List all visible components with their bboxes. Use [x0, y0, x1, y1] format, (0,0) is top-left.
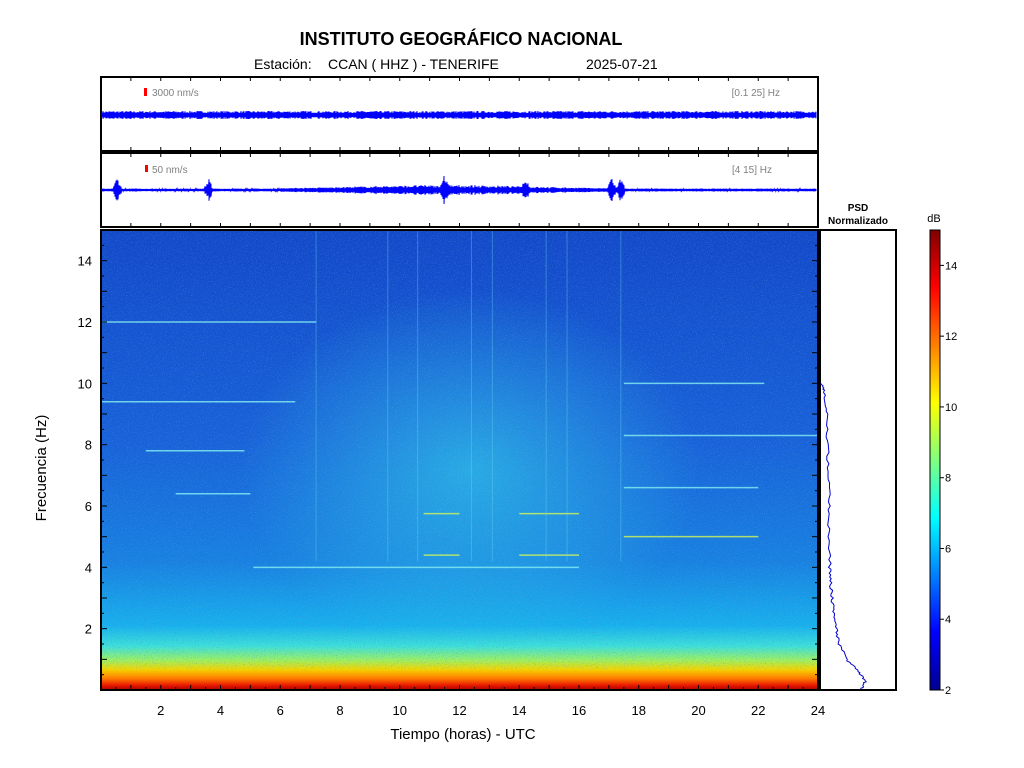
colorbar-ticks: 2 4 6 8 10 12 14 — [940, 260, 957, 697]
x-tick-label: 4 — [217, 703, 224, 718]
scale-bar-1 — [144, 88, 147, 96]
x-axis: 2 4 6 8 10 12 14 16 18 20 22 24 — [100, 77, 825, 718]
psd-title-2: Normalizado — [828, 216, 888, 227]
y-tick-label: 2 — [85, 622, 92, 637]
filter-label-2: [4 15] Hz — [732, 165, 772, 176]
scale-bar-2 — [145, 165, 148, 172]
colorbar-tick-label: 6 — [945, 543, 951, 555]
x-tick-label: 24 — [811, 703, 825, 718]
y-axis-label: Frecuencia (Hz) — [33, 415, 50, 522]
colorbar-tick-label: 8 — [945, 473, 951, 485]
psd-curve — [820, 383, 868, 689]
chart-title: INSTITUTO GEOGRÁFICO NACIONAL — [300, 28, 623, 49]
x-tick-label: 14 — [512, 703, 526, 718]
y-tick-label: 14 — [78, 254, 92, 269]
scale-label-2: 50 nm/s — [152, 165, 188, 176]
x-tick-label: 6 — [277, 703, 284, 718]
x-tick-label: 10 — [393, 703, 407, 718]
y-tick-label: 4 — [85, 560, 92, 575]
colorbar-label: dB — [927, 213, 940, 225]
x-tick-label: 2 — [157, 703, 164, 718]
x-tick-label: 12 — [452, 703, 466, 718]
filter-label-1: [0.1 25] Hz — [732, 88, 780, 99]
colorbar: dB 2 4 6 8 10 12 14 — [927, 213, 957, 697]
x-axis-label: Tiempo (horas) - UTC — [390, 726, 535, 743]
colorbar-tick-label: 2 — [945, 685, 951, 697]
y-tick-label: 12 — [78, 315, 92, 330]
x-tick-label: 22 — [751, 703, 765, 718]
scale-label-1: 3000 nm/s — [152, 88, 199, 99]
psd-title-1: PSD — [848, 203, 869, 214]
seismogram-panel-1: 3000 nm/s [0.1 25] Hz — [100, 76, 819, 152]
station-label: Estación: — [254, 56, 312, 72]
y-axis: 2 4 6 8 10 12 14 — [78, 229, 818, 676]
y-tick-label: 8 — [85, 438, 92, 453]
psd-panel: PSD Normalizado — [819, 203, 897, 691]
y-tick-label: 6 — [85, 499, 92, 514]
y-tick-label: 10 — [78, 376, 92, 391]
x-tick-label: 18 — [632, 703, 646, 718]
x-tick-label: 20 — [691, 703, 705, 718]
date-label: 2025-07-21 — [586, 56, 658, 72]
seismogram-panel-2: 50 nm/s [4 15] Hz — [100, 152, 819, 228]
seismogram-trace-1 — [101, 110, 817, 120]
colorbar-tick-label: 4 — [945, 614, 951, 626]
x-tick-label: 16 — [572, 703, 586, 718]
station-name: CCAN ( HHZ ) - TENERIFE — [328, 56, 499, 72]
colorbar-tick-label: 14 — [945, 260, 957, 272]
seismogram-trace-2 — [101, 175, 817, 205]
spectral-lines — [101, 230, 818, 569]
colorbar-gradient — [929, 229, 941, 691]
colorbar-tick-label: 12 — [945, 331, 957, 343]
x-tick-label: 8 — [336, 703, 343, 718]
colorbar-tick-label: 10 — [945, 402, 957, 414]
